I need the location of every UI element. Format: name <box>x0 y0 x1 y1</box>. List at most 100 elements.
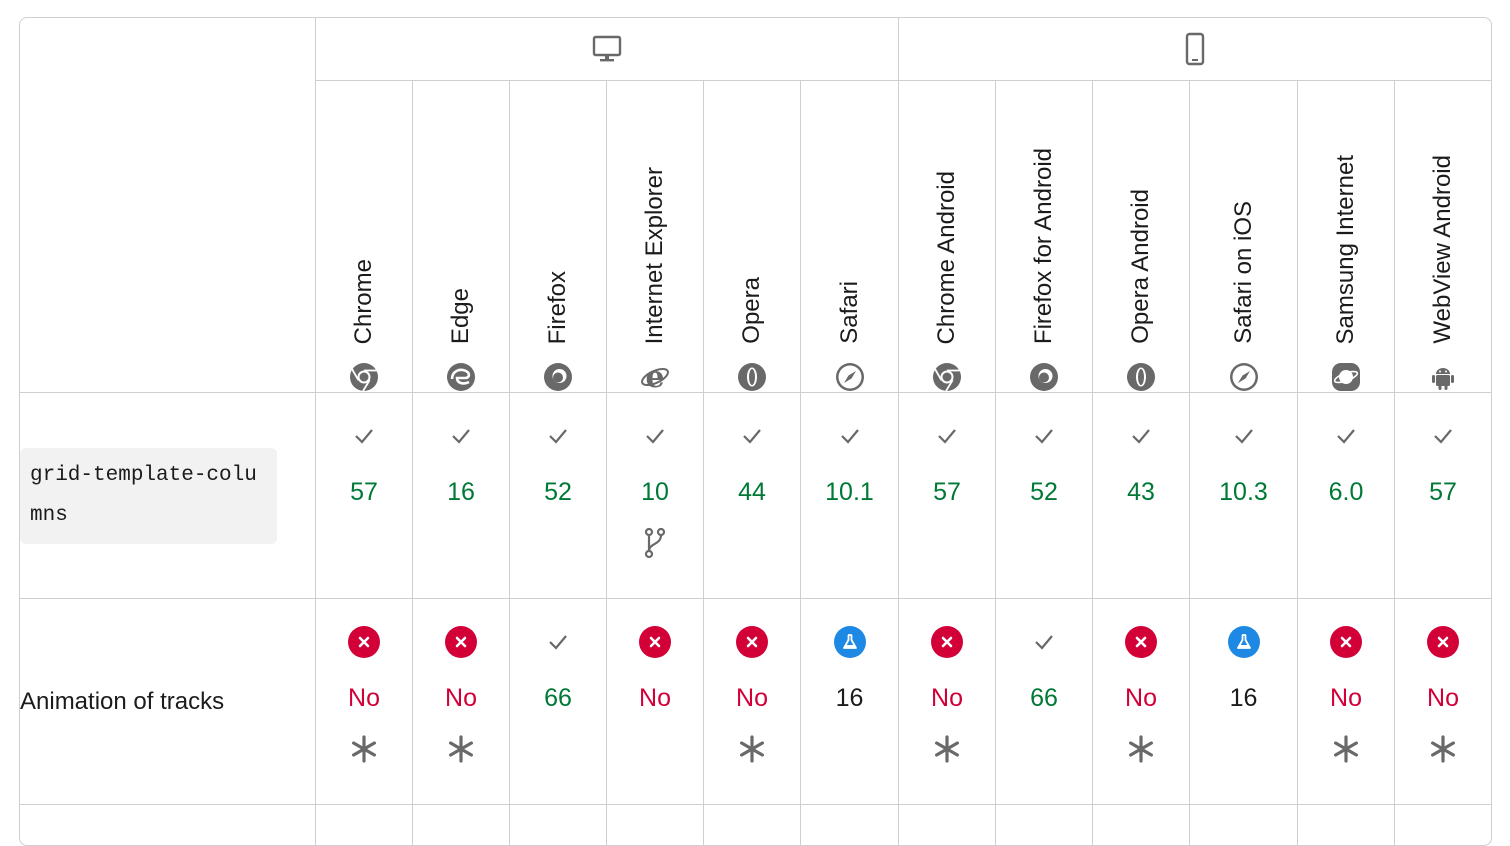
browser-header-chrome: Chrome <box>316 81 413 393</box>
version-label: 52 <box>1030 478 1058 506</box>
android-icon <box>1428 362 1458 392</box>
check-icon <box>1033 416 1055 456</box>
support-cell[interactable]: 57 <box>1395 393 1491 599</box>
check-icon <box>936 416 958 456</box>
support-cell[interactable]: No <box>899 599 996 805</box>
browser-header-firefox-for-android: Firefox for Android <box>996 81 1093 393</box>
browser-header-opera-android: Opera Android <box>1093 81 1190 393</box>
support-cell[interactable]: No <box>316 599 413 805</box>
feature-row: grid-template-columns 57 16 52 10 44 10.1 57 52 4… <box>20 393 1491 599</box>
support-cell[interactable]: 10 <box>607 393 704 599</box>
support-cell[interactable]: 52 <box>510 393 607 599</box>
browser-name: Opera Android <box>1127 189 1154 344</box>
asterisk-icon <box>1332 729 1360 769</box>
feature-name-cell: Animation of tracks <box>20 599 316 805</box>
support-cell[interactable] <box>1298 805 1395 845</box>
browser-header-internet-explorer: Internet Explorer e <box>607 81 704 393</box>
preview-flask-icon <box>833 622 866 662</box>
support-cell[interactable]: 66 <box>510 599 607 805</box>
firefox-icon <box>543 362 573 392</box>
version-label: 57 <box>933 478 961 506</box>
feature-name: Animation of tracks <box>20 687 225 715</box>
version-label: 66 <box>1030 684 1058 712</box>
browser-name: Internet Explorer <box>641 166 668 344</box>
opera-icon <box>737 362 767 392</box>
check-icon <box>839 416 861 456</box>
support-cell[interactable] <box>510 805 607 845</box>
support-cell[interactable]: 52 <box>996 393 1093 599</box>
check-icon <box>741 416 763 456</box>
support-cell[interactable]: 10.1 <box>801 393 899 599</box>
svg-text:e: e <box>645 362 664 392</box>
firefox-icon <box>1029 362 1059 392</box>
edge-icon <box>446 362 476 392</box>
version-label: No <box>1330 684 1362 712</box>
browser-name: Safari on iOS <box>1229 201 1257 344</box>
support-cell[interactable] <box>704 805 801 845</box>
browser-header-edge: Edge <box>413 81 510 393</box>
no-support-icon <box>639 622 671 662</box>
support-cell[interactable]: No <box>704 599 801 805</box>
no-support-icon <box>348 622 380 662</box>
samsung-internet-icon <box>1331 362 1361 392</box>
browser-name: Chrome <box>350 258 377 344</box>
support-cell[interactable] <box>899 805 996 845</box>
support-cell[interactable]: 57 <box>899 393 996 599</box>
asterisk-icon <box>447 729 475 769</box>
no-support-icon <box>931 622 963 662</box>
support-cell[interactable] <box>996 805 1093 845</box>
browser-header-webview-android: WebView Android <box>1395 81 1491 393</box>
version-label: 6.0 <box>1328 478 1364 506</box>
support-cell[interactable]: 16 <box>1190 599 1298 805</box>
check-icon <box>450 416 472 456</box>
support-cell[interactable] <box>607 805 704 845</box>
browser-name: Firefox for Android <box>1030 147 1057 344</box>
browser-name: Opera <box>738 277 765 344</box>
version-label: 43 <box>1127 478 1155 506</box>
support-cell[interactable] <box>1190 805 1298 845</box>
asterisk-icon <box>738 729 766 769</box>
version-label: 10.1 <box>825 478 874 506</box>
version-label: No <box>348 684 380 712</box>
no-support-icon <box>1125 622 1157 662</box>
check-icon <box>1432 416 1454 456</box>
version-label: 10 <box>641 478 669 506</box>
support-cell[interactable]: No <box>1298 599 1395 805</box>
support-cell[interactable]: 57 <box>316 393 413 599</box>
support-cell[interactable]: 16 <box>801 599 899 805</box>
browser-header-opera: Opera <box>704 81 801 393</box>
support-cell[interactable] <box>1395 805 1491 845</box>
support-cell[interactable]: 43 <box>1093 393 1190 599</box>
desktop-icon <box>591 35 623 62</box>
support-cell[interactable] <box>413 805 510 845</box>
support-cell[interactable] <box>1093 805 1190 845</box>
version-label: 16 <box>835 684 864 712</box>
support-cell[interactable]: No <box>413 599 510 805</box>
version-label: No <box>736 684 768 712</box>
support-cell[interactable]: 16 <box>413 393 510 599</box>
support-cell[interactable]: No <box>1093 599 1190 805</box>
version-label: 57 <box>1429 478 1457 506</box>
support-cell[interactable]: 66 <box>996 599 1093 805</box>
support-cell[interactable] <box>316 805 413 845</box>
no-support-icon <box>1330 622 1362 662</box>
corner-cell <box>20 18 316 393</box>
support-cell[interactable]: No <box>607 599 704 805</box>
support-cell[interactable]: 10.3 <box>1190 393 1298 599</box>
asterisk-icon <box>933 729 961 769</box>
safari-icon <box>1229 362 1259 392</box>
no-support-icon <box>736 622 768 662</box>
chrome-icon <box>349 362 379 392</box>
browser-name: WebView Android <box>1429 155 1456 344</box>
asterisk-icon <box>350 729 378 769</box>
support-cell[interactable]: 44 <box>704 393 801 599</box>
support-cell[interactable]: 6.0 <box>1298 393 1395 599</box>
support-cell[interactable]: No <box>1395 599 1491 805</box>
browser-header-samsung-internet: Samsung Internet <box>1298 81 1395 393</box>
feature-name-cell: grid-template-columns <box>20 393 316 599</box>
internet-explorer-icon: e <box>640 362 670 392</box>
support-cell[interactable] <box>801 805 899 845</box>
version-label: No <box>1427 684 1459 712</box>
version-label: 16 <box>1229 684 1258 712</box>
platform-desktop <box>316 18 899 81</box>
